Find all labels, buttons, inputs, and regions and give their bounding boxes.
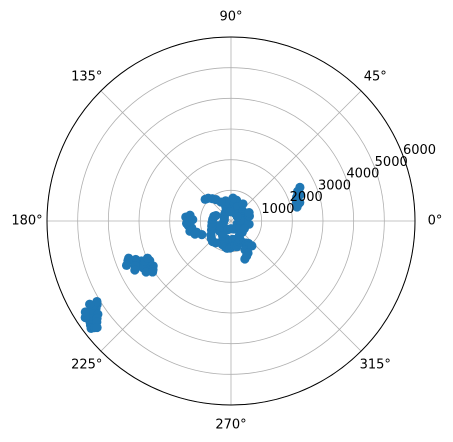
data-point (295, 197, 305, 208)
radial-tick-label: 3000 (318, 178, 351, 193)
data-point (239, 224, 249, 234)
data-point (241, 251, 252, 261)
angle-tick-label: 315° (360, 358, 391, 373)
data-point (228, 193, 238, 203)
angle-tick-label: 0° (428, 214, 443, 229)
data-point (147, 267, 158, 277)
radial-tick-label: 1000 (261, 202, 294, 217)
data-point (141, 267, 151, 277)
radial-tick-label: 5000 (375, 155, 408, 170)
angle-tick-label: 90° (219, 10, 242, 25)
radial-tick-label: 6000 (403, 143, 436, 158)
angle-tick-label: 270° (215, 418, 246, 433)
data-point (247, 241, 257, 251)
data-point (92, 296, 102, 307)
data-point (121, 260, 132, 270)
data-point (211, 210, 221, 221)
data-point (244, 207, 254, 218)
data-point (190, 229, 200, 239)
angle-tick-label: 45° (364, 69, 387, 84)
data-point (232, 212, 242, 222)
data-point (85, 299, 95, 309)
radial-tick-label: 2000 (290, 190, 323, 205)
radial-tick-label: 4000 (346, 167, 379, 182)
data-point (216, 197, 226, 207)
angle-tick-label: 225° (71, 358, 102, 373)
angle-gridline (230, 90, 362, 222)
data-point (238, 199, 248, 209)
grid-layer (46, 36, 416, 406)
data-point (295, 189, 305, 200)
angle-tick-label: 135° (71, 69, 102, 84)
data-point (295, 182, 305, 192)
data-point (92, 322, 102, 333)
data-point (225, 207, 235, 217)
data-point (142, 253, 153, 263)
data-point (80, 307, 90, 317)
angle-tick-labels: 0° 45° 90° 135° 180° 225° 270° 315° (11, 10, 442, 433)
angle-tick-label: 180° (11, 214, 42, 229)
data-point (188, 215, 198, 225)
data-point (130, 265, 140, 275)
polar-frame (46, 36, 416, 406)
data-points (80, 182, 305, 333)
